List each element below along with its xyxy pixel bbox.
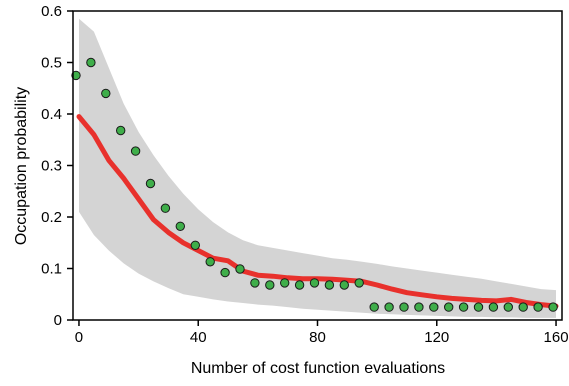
data-point — [414, 302, 424, 312]
data-point — [280, 278, 290, 288]
data-point — [309, 278, 320, 288]
data-point — [220, 267, 230, 278]
data-point — [324, 280, 335, 290]
x-tick-label: 0 — [75, 329, 83, 346]
data-point — [533, 302, 543, 312]
data-point — [205, 257, 215, 267]
mean-line-layer — [76, 114, 559, 309]
data-points-layer — [71, 57, 558, 312]
data-point — [473, 302, 484, 312]
data-point — [235, 264, 245, 274]
data-point — [369, 302, 379, 312]
confidence-band — [79, 18, 556, 318]
data-point — [250, 278, 260, 288]
data-point — [175, 221, 186, 232]
data-point — [384, 302, 394, 312]
data-point — [294, 280, 305, 290]
y-tick-label: 0.5 — [41, 55, 62, 72]
data-point — [503, 302, 513, 312]
data-point — [548, 302, 558, 312]
data-point — [130, 146, 141, 156]
y-tick-label: 0.2 — [41, 209, 62, 226]
data-point — [488, 302, 499, 312]
data-point — [458, 302, 469, 312]
data-point — [429, 302, 439, 312]
data-point — [339, 280, 349, 290]
x-tick-label: 120 — [424, 329, 449, 346]
data-point — [160, 203, 171, 213]
data-point — [399, 302, 409, 312]
data-point — [116, 125, 126, 136]
y-tick-label: 0.3 — [41, 158, 62, 175]
y-tick-label: 0.1 — [41, 261, 62, 278]
data-point — [145, 178, 156, 189]
data-point — [71, 70, 81, 81]
y-tick-label: 0 — [54, 312, 62, 329]
x-axis-label: Number of cost function evaluations — [191, 360, 445, 377]
data-point — [190, 240, 201, 251]
y-tick-label: 0.4 — [41, 106, 62, 123]
mean-line — [76, 114, 559, 309]
data-point — [265, 280, 275, 290]
data-point — [354, 278, 364, 288]
x-tick-label: 40 — [190, 329, 207, 346]
data-point — [86, 57, 96, 68]
x-tick-label: 160 — [544, 329, 569, 346]
y-axis-label: Occupation probability — [13, 87, 30, 245]
x-tick-label: 80 — [309, 329, 326, 346]
ticks-layer: 0 40 80 120 160 0 0.1 0.2 0.3 0.4 0.5 0.6 — [41, 3, 568, 346]
confidence-band-layer — [79, 18, 556, 318]
y-tick-label: 0.6 — [41, 3, 62, 20]
data-point — [101, 88, 111, 99]
data-point — [444, 302, 454, 312]
data-point — [518, 302, 528, 312]
